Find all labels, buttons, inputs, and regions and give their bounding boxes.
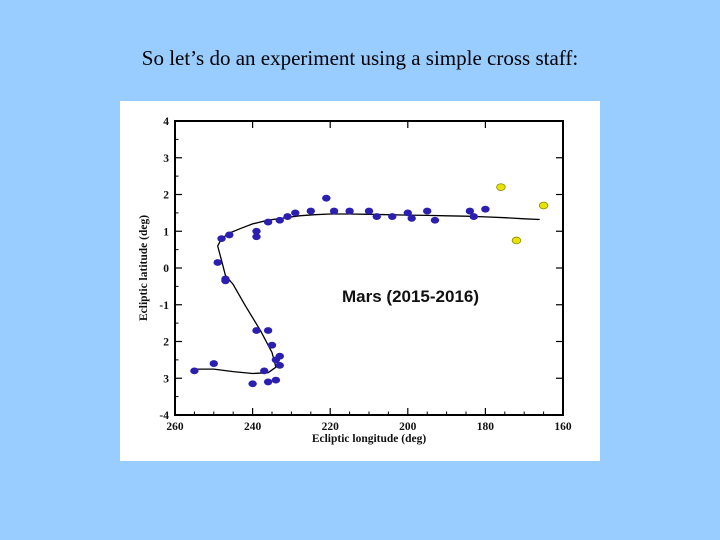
data-point xyxy=(430,216,440,224)
data-point xyxy=(283,213,292,220)
data-point xyxy=(260,367,269,375)
y-tick-label: -4 xyxy=(159,410,169,422)
plot-frame xyxy=(174,120,564,416)
data-point xyxy=(252,233,261,241)
y-tick-label: -1 xyxy=(159,300,169,312)
data-point xyxy=(271,376,281,384)
data-point xyxy=(306,207,315,215)
chart-panel: 4 3 2 1 0 -1 2 3 -4 260 240 220 200 180 160 Mars (201… xyxy=(120,101,600,461)
data-point xyxy=(407,214,416,222)
data-point xyxy=(388,213,397,220)
x-tick-label: 160 xyxy=(554,421,572,433)
y-tick-label: 2 xyxy=(163,190,169,202)
mars-trajectory-chart: 4 3 2 1 0 -1 2 3 -4 260 240 220 200 180 160 Mars (201… xyxy=(138,116,572,445)
data-point xyxy=(329,207,339,215)
x-tick-label: 240 xyxy=(244,421,262,433)
data-point xyxy=(267,341,277,349)
data-point xyxy=(221,277,230,285)
y-tick-label: 0 xyxy=(163,263,169,275)
data-point xyxy=(263,378,273,386)
data-point xyxy=(322,194,331,202)
data-point xyxy=(275,216,284,224)
data-point xyxy=(263,327,273,334)
data-point xyxy=(364,207,374,215)
x-tick-label: 200 xyxy=(399,421,417,433)
data-point xyxy=(345,207,354,215)
outlier-point xyxy=(538,201,549,210)
data-point xyxy=(252,227,261,235)
data-point xyxy=(190,367,199,375)
outlier-point xyxy=(496,183,506,191)
data-point xyxy=(481,205,490,213)
data-point xyxy=(465,207,475,215)
data-point xyxy=(423,207,432,215)
data-point xyxy=(213,259,222,266)
y-tick-label: 3 xyxy=(163,373,169,385)
data-point xyxy=(469,213,478,220)
points-layer xyxy=(190,183,549,388)
data-point xyxy=(252,327,261,334)
y-tick-label: 1 xyxy=(163,226,169,238)
y-axis-label: Ecliptic latitude (deg) xyxy=(138,215,150,321)
x-tick-label: 220 xyxy=(322,421,340,433)
chart-annotation: Mars (2015-2016) xyxy=(342,287,479,306)
y-tick-label: 2 xyxy=(163,337,169,349)
y-tick-label: 4 xyxy=(163,116,169,128)
x-tick-label: 260 xyxy=(166,421,184,433)
data-point xyxy=(271,356,281,364)
data-point xyxy=(372,213,381,220)
data-point xyxy=(263,218,273,226)
data-point xyxy=(217,235,226,243)
x-axis-ticks: 260 240 220 200 180 160 xyxy=(166,121,572,433)
y-axis-ticks: 4 3 2 1 0 -1 2 3 -4 xyxy=(159,116,563,422)
x-tick-label: 180 xyxy=(477,421,495,433)
outlier-point xyxy=(511,236,522,245)
x-axis-label: Ecliptic longitude (deg) xyxy=(312,433,427,445)
data-point xyxy=(209,360,218,367)
data-point xyxy=(248,380,257,388)
data-point xyxy=(403,209,412,217)
y-tick-label: 3 xyxy=(163,153,169,165)
data-point xyxy=(275,361,284,369)
data-point xyxy=(291,209,300,217)
data-point xyxy=(225,231,234,239)
slide-title: So let’s do an experiment using a simple… xyxy=(141,46,579,70)
